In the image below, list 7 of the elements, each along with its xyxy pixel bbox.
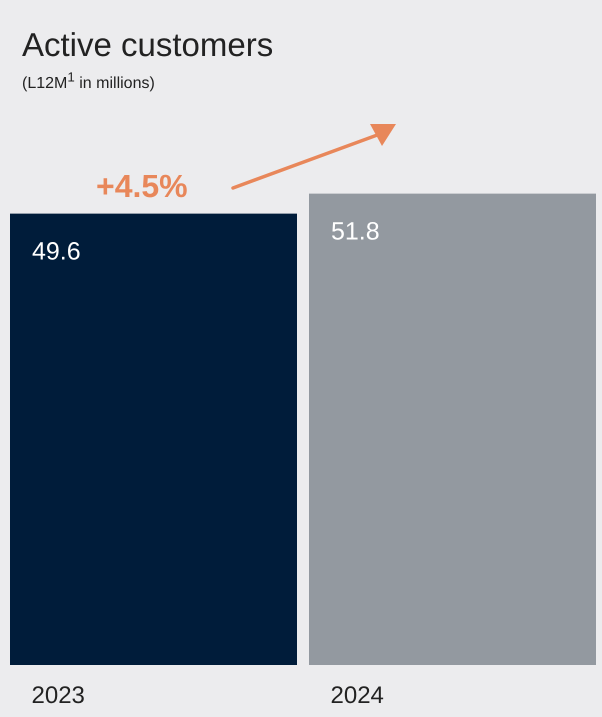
data-label: 49.6 (32, 238, 81, 266)
x-tick-label: 2024 (330, 682, 384, 709)
data-label: 51.8 (331, 218, 380, 246)
chart-subtitle: (L12M$^{1}$ in millions) (22, 70, 155, 92)
chart-title: Active customers (22, 26, 274, 64)
x-tick-label: 2023 (32, 682, 85, 709)
annotation: +4.5% (96, 168, 188, 205)
